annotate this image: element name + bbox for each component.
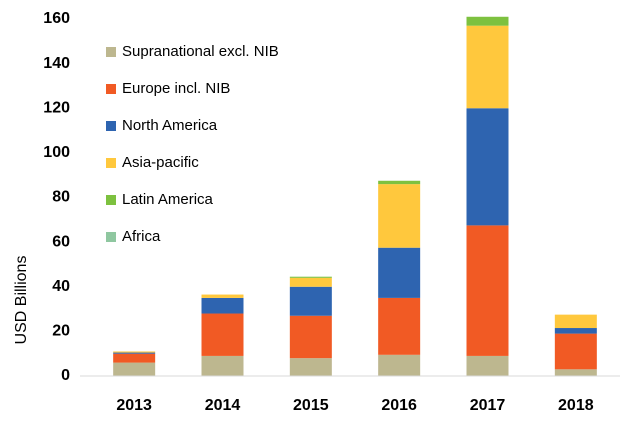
x-tick-label: 2014 [205, 397, 241, 414]
bar-segment [201, 297, 244, 314]
legend-swatch [106, 232, 116, 242]
bar-segment [554, 328, 597, 334]
legend-swatch [106, 195, 116, 205]
bar-segment [378, 354, 421, 376]
legend-swatch [106, 158, 116, 168]
bar-segment [378, 184, 421, 248]
y-tick-label: 100 [43, 144, 70, 161]
bar-segment [289, 358, 332, 376]
bar-segment [113, 351, 156, 353]
bar-segment [378, 297, 421, 355]
bar-segment [466, 225, 509, 356]
legend-label: Asia-pacific [122, 154, 199, 171]
bar-segment [378, 180, 421, 185]
bar-segment [201, 355, 244, 376]
x-tick-label: 2013 [116, 397, 152, 414]
y-tick-label: 160 [43, 10, 70, 27]
bar-segment [289, 276, 332, 278]
x-tick-label: 2015 [293, 397, 329, 414]
bar-segment [201, 294, 244, 298]
y-axis-label: USD Billions [13, 256, 30, 345]
legend-label: North America [122, 117, 218, 134]
bar-segment [289, 277, 332, 287]
bar-segment [201, 313, 244, 356]
bar-segment [113, 353, 156, 363]
bar-segment [554, 369, 597, 376]
bar-segment [113, 352, 156, 354]
legend-label: Latin America [122, 191, 214, 208]
bar-segment [466, 25, 509, 109]
y-tick-label: 120 [43, 99, 70, 116]
bar-segment [289, 315, 332, 359]
y-tick-label: 20 [52, 323, 70, 340]
bar-segment [554, 314, 597, 329]
bar-segment [466, 16, 509, 26]
x-tick-label: 2016 [381, 397, 417, 414]
legend-label: Supranational excl. NIB [122, 43, 279, 60]
bar-segment [466, 355, 509, 376]
y-tick-label: 80 [52, 189, 70, 206]
y-tick-label: 60 [52, 233, 70, 250]
y-tick-label: 140 [43, 55, 70, 72]
bar-segment [289, 286, 332, 316]
y-tick-label: 0 [61, 367, 70, 384]
x-tick-label: 2017 [470, 397, 506, 414]
bar-segment [113, 362, 156, 376]
legend-label: Europe incl. NIB [122, 80, 230, 97]
bar-segment [554, 333, 597, 370]
legend-swatch [106, 47, 116, 57]
x-tick-label: 2018 [558, 397, 594, 414]
bar-segment [466, 108, 509, 226]
legend-label: Africa [122, 228, 161, 245]
legend-swatch [106, 84, 116, 94]
bar-segment [378, 247, 421, 298]
legend-swatch [106, 121, 116, 131]
y-tick-label: 40 [52, 278, 70, 295]
